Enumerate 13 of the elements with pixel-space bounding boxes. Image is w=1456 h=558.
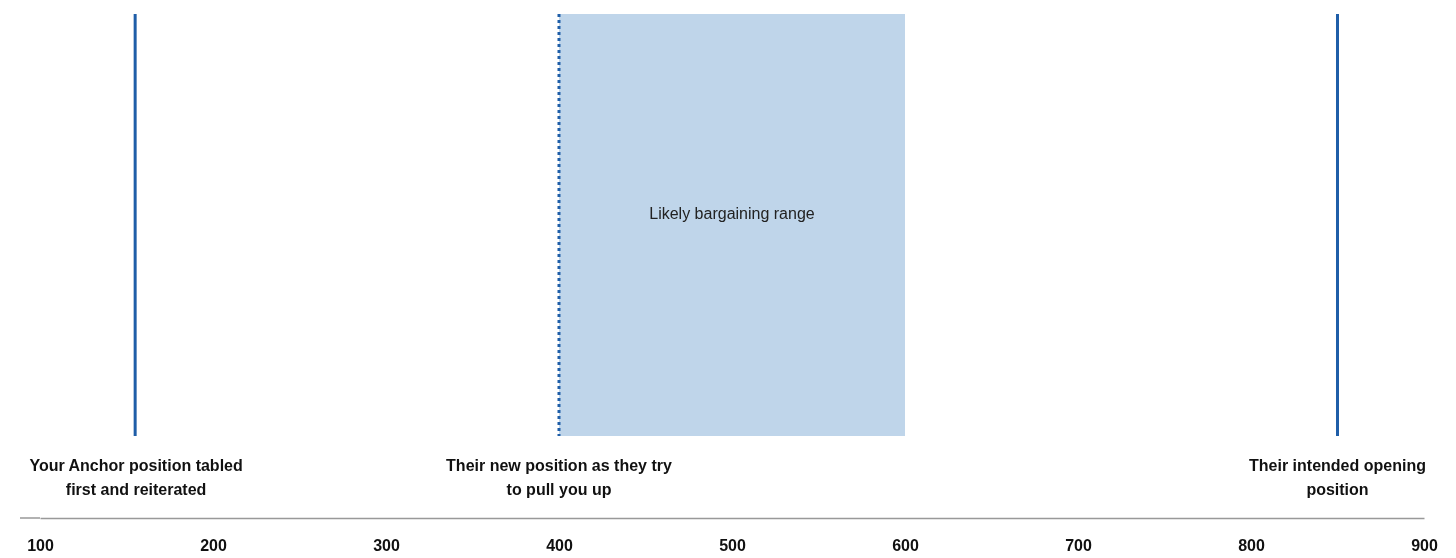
x-tick-label: 600: [892, 537, 919, 555]
x-tick-label: 400: [546, 537, 573, 555]
x-tick-label: 200: [200, 537, 227, 555]
ref-line-label: Their new position as they try to pull you up: [446, 457, 673, 498]
x-tick-label: 900: [1411, 537, 1438, 555]
x-tick-label: 300: [373, 537, 400, 555]
x-tick-label: 100: [27, 537, 54, 555]
x-tick-label: 800: [1238, 537, 1265, 555]
annotation: Likely bargaining range: [649, 205, 815, 222]
ref-line-label: Their intended opening position: [1249, 457, 1426, 498]
ref-line-label: Your Anchor position tabled first and reiterated: [29, 457, 243, 498]
x-tick-label: 700: [1065, 537, 1092, 555]
x-tick-label: 500: [719, 537, 746, 555]
